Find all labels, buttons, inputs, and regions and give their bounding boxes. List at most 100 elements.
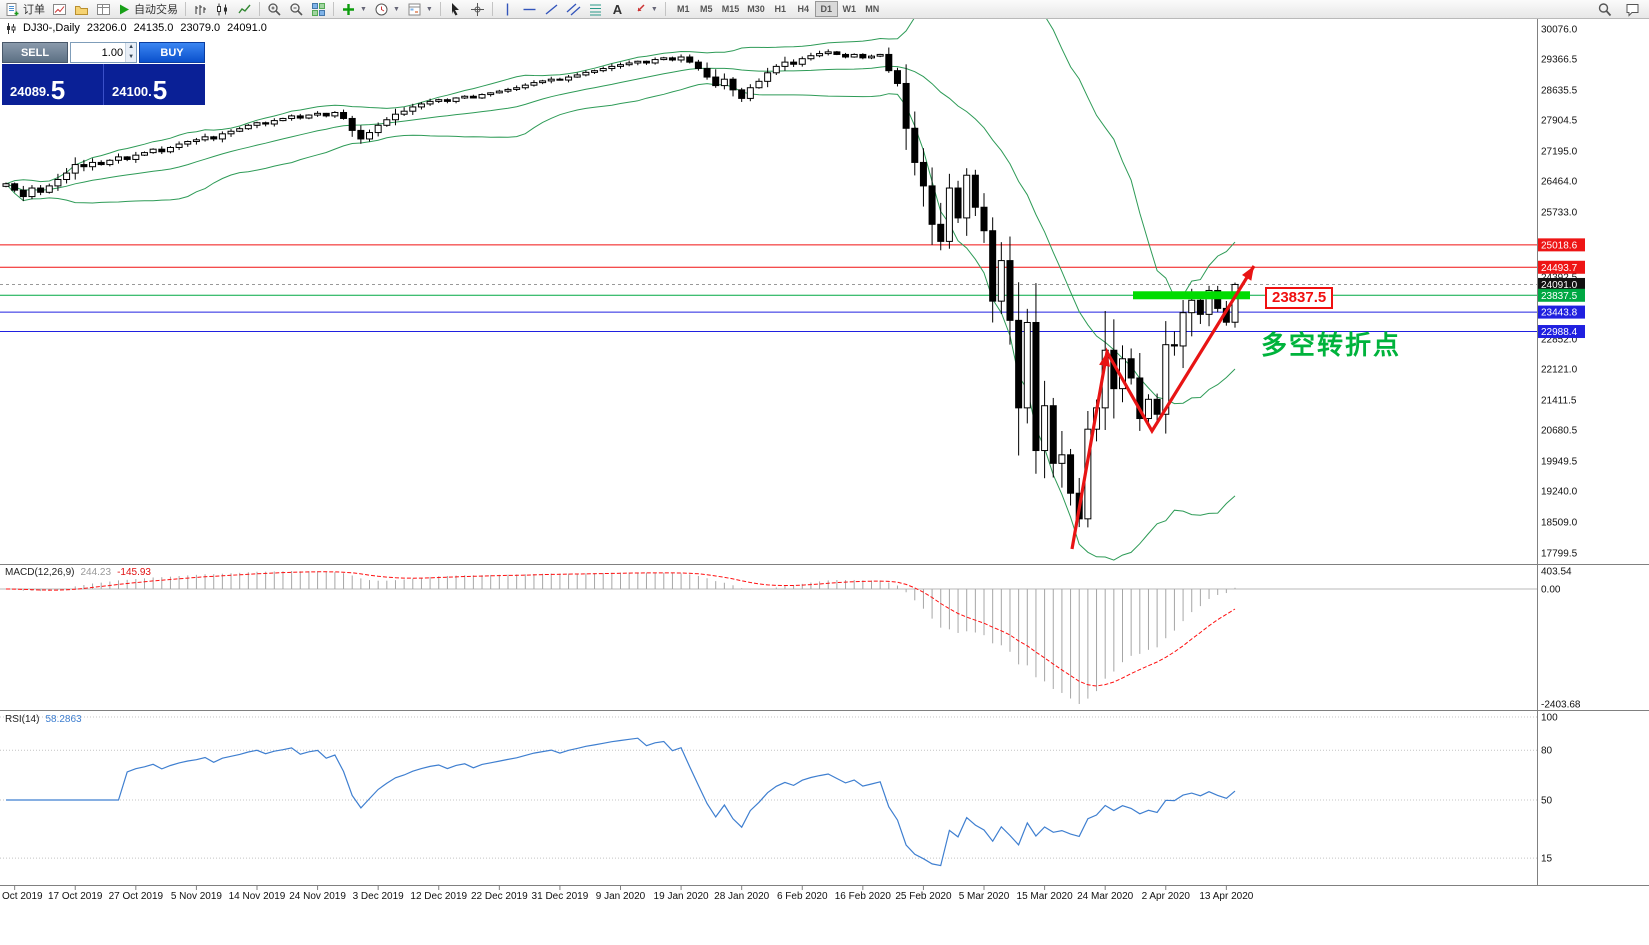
- auto-trading-button[interactable]: 自动交易: [115, 1, 181, 18]
- price-axis-label: 21411.5: [1541, 396, 1577, 407]
- rsi-axis-label: 50: [1541, 796, 1553, 807]
- new-order-button[interactable]: 订单: [2, 1, 48, 18]
- bar-chart-button[interactable]: [190, 1, 211, 18]
- tile-windows-icon: [312, 2, 325, 16]
- new-chart-button[interactable]: [49, 1, 70, 18]
- price-marker-label: 23837.5: [1541, 291, 1578, 302]
- bottom-strip: [0, 906, 1649, 945]
- search-button[interactable]: [1594, 1, 1616, 18]
- price-marker-24091.0: [1538, 277, 1585, 291]
- equidistant-channel-button[interactable]: [563, 1, 584, 18]
- arrows-tool-button[interactable]: ▼: [629, 1, 661, 18]
- vertical-line-icon: [506, 3, 509, 15]
- date-label: 2 Apr 2020: [1142, 891, 1191, 902]
- timeframe-mn[interactable]: MN: [861, 1, 884, 17]
- support-zone-highlight[interactable]: [1133, 291, 1250, 300]
- line-chart-button[interactable]: [234, 1, 255, 18]
- date-label: 27 Oct 2019: [109, 891, 164, 902]
- macd-axis-label: 403.54: [1541, 567, 1572, 578]
- volume-down-button[interactable]: ▼: [126, 52, 136, 62]
- zoom-out-button[interactable]: [286, 1, 307, 18]
- sell-price[interactable]: 24089. 5: [2, 64, 103, 105]
- buy-price[interactable]: 24100. 5: [103, 64, 205, 105]
- sell-button[interactable]: SELL: [2, 42, 68, 63]
- volume-spinner: ▲ ▼: [125, 43, 136, 62]
- candlestick-series: [2, 47, 1239, 528]
- toolbar: 订单 自动交易 ▼ ▼ ▼ A ▼ M1 M5 M15 M30 H1 H4 D1 W1 MN: [0, 0, 1649, 19]
- play-icon: [120, 4, 129, 14]
- chevron-down-icon: ▼: [650, 5, 658, 13]
- cursor-icon: [451, 2, 459, 15]
- macd-title: MACD(12,26,9): [5, 567, 75, 578]
- crosshair-icon: [470, 2, 484, 16]
- timeframe-m15[interactable]: M15: [718, 1, 744, 17]
- price-axis-label: 28635.5: [1541, 86, 1578, 97]
- date-label: 31 Dec 2019: [532, 891, 589, 902]
- periods-button[interactable]: ▼: [371, 1, 403, 18]
- price-axis-label: 30076.0: [1541, 25, 1578, 36]
- price-axis-label: 27195.0: [1541, 147, 1578, 158]
- volume-box: ▲ ▼: [70, 42, 137, 63]
- chat-button[interactable]: [1622, 1, 1644, 18]
- zoom-in-button[interactable]: [264, 1, 285, 18]
- date-label: 6 Feb 2020: [777, 891, 828, 902]
- templates-button[interactable]: ▼: [404, 1, 436, 18]
- timeframe-h4[interactable]: H4: [792, 1, 815, 17]
- toolbar-separator: [491, 2, 493, 16]
- quote-prices: 24089. 5 24100. 5: [2, 64, 205, 105]
- candlestick-chart-icon: [217, 3, 227, 15]
- toolbar-separator: [664, 2, 666, 16]
- ohlc-high: 24135.0: [133, 22, 174, 34]
- buy-button[interactable]: BUY: [139, 42, 205, 63]
- timeframe-m1[interactable]: M1: [672, 1, 695, 17]
- data-window-button[interactable]: [93, 1, 114, 18]
- text-tool-button[interactable]: A: [607, 1, 628, 18]
- trend-arrows[interactable]: [1070, 265, 1256, 550]
- rsi-indicator-label: RSI(14) 58.2863: [5, 714, 82, 725]
- vertical-line-button[interactable]: [497, 1, 518, 18]
- date-label: 9 Jan 2020: [596, 891, 646, 902]
- svg-text:A: A: [613, 2, 623, 17]
- timeframe-w1[interactable]: W1: [838, 1, 861, 17]
- price-axis-label: 19949.5: [1541, 457, 1578, 468]
- volume-up-button[interactable]: ▲: [126, 43, 136, 53]
- timeframe-m5[interactable]: M5: [695, 1, 718, 17]
- rsi-value: 58.2863: [45, 714, 82, 725]
- timeframe-h1[interactable]: H1: [769, 1, 792, 17]
- timeframe-d1[interactable]: D1: [814, 1, 838, 17]
- date-label: 24 Nov 2019: [289, 891, 346, 902]
- date-label: 12 Dec 2019: [410, 891, 467, 902]
- toolbar-right-group: [1594, 1, 1644, 18]
- new-order-label: 订单: [23, 4, 45, 16]
- date-label: 15 Mar 2020: [1017, 891, 1074, 902]
- trendline-button[interactable]: [541, 1, 562, 18]
- fibonacci-button[interactable]: [585, 1, 606, 18]
- candlestick-chart-button[interactable]: [212, 1, 233, 18]
- profiles-icon: [75, 5, 88, 15]
- tile-windows-button[interactable]: [308, 1, 329, 18]
- templates-icon: [408, 3, 421, 15]
- chevron-down-icon: ▼: [360, 5, 367, 13]
- rsi-title: RSI(14): [5, 714, 40, 725]
- timeframe-m30[interactable]: M30: [743, 1, 769, 17]
- support-price-flag[interactable]: 23837.5: [1265, 287, 1334, 309]
- new-chart-icon: [53, 3, 66, 15]
- crosshair-button[interactable]: [467, 1, 488, 18]
- arrowhead: [1099, 352, 1110, 367]
- data-window-icon: [97, 3, 110, 15]
- search-icon: [1598, 2, 1612, 16]
- horizontal-line-button[interactable]: [519, 1, 540, 18]
- volume-input[interactable]: [71, 43, 126, 62]
- profiles-button[interactable]: [71, 1, 92, 18]
- new-order-icon: [6, 2, 19, 16]
- chevron-down-icon: ▼: [392, 5, 400, 13]
- toolbar-separator: [259, 2, 260, 16]
- cursor-button[interactable]: [445, 1, 466, 18]
- timeframe-group: M1 M5 M15 M30 H1 H4 D1 W1 MN: [672, 1, 884, 17]
- toolbar-separator: [185, 2, 186, 16]
- date-label: 3 Dec 2019: [353, 891, 405, 902]
- axes-layer: 30076.0 29366.5 28635.5 27904.5 27195.0 26464…: [0, 18, 1649, 902]
- indicators-button[interactable]: ▼: [338, 1, 370, 18]
